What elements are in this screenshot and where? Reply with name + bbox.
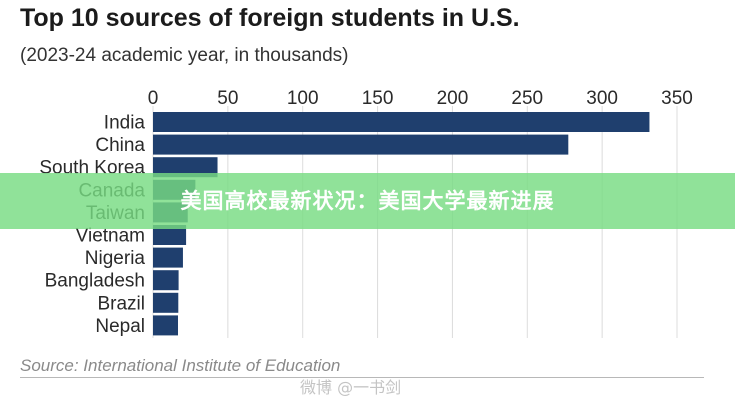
bar-south-korea <box>153 157 218 178</box>
category-label: Bangladesh <box>45 271 145 292</box>
chart-subtitle: (2023-24 academic year, in thousands) <box>20 45 349 66</box>
overlay-banner-text: 美国高校最新状况：美国大学最新进展 <box>180 189 555 213</box>
x-tick-label: 300 <box>586 88 618 109</box>
bar-nepal <box>153 315 179 336</box>
x-tick-label: 0 <box>148 88 159 109</box>
x-tick-label: 200 <box>437 88 469 109</box>
category-label: Nepal <box>95 316 145 337</box>
category-label: Brazil <box>97 293 145 314</box>
category-label: China <box>95 135 145 156</box>
category-label: India <box>104 113 146 134</box>
bar-china <box>153 134 569 155</box>
watermark: 微博 @一书剑 <box>300 378 402 397</box>
bar-nigeria <box>153 247 183 268</box>
category-label: Nigeria <box>85 248 146 269</box>
x-tick-label: 100 <box>287 88 319 109</box>
x-tick-label: 250 <box>511 88 543 109</box>
category-label: Vietnam <box>76 226 145 247</box>
source-note: Source: International Institute of Educa… <box>20 356 341 375</box>
bar-vietnam <box>153 225 187 245</box>
chart-title: Top 10 sources of foreign students in U.… <box>20 4 520 32</box>
bar-india <box>153 112 650 132</box>
overlay-banner: 美国高校最新状况：美国大学最新进展 <box>0 173 735 229</box>
bar-brazil <box>153 292 179 313</box>
x-tick-label: 50 <box>217 88 238 109</box>
x-tick-label: 350 <box>661 88 693 109</box>
footer-divider <box>20 377 704 378</box>
x-tick-label: 150 <box>362 88 394 109</box>
bar-bangladesh <box>153 270 179 291</box>
